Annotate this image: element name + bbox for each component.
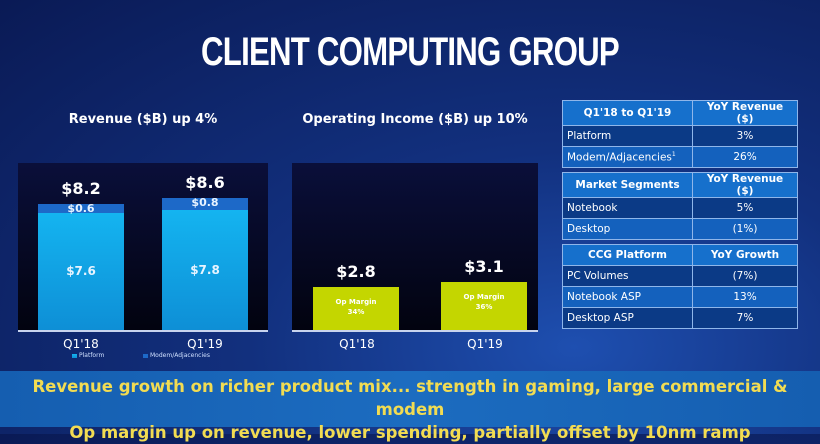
cell: 7% (692, 307, 798, 329)
op-margin-label: Op Margin 36% (441, 292, 527, 312)
op-income-chart: Op Margin 34% $2.8 Op Margin 36% $3.1 (292, 163, 538, 332)
total-label: $8.6 (185, 172, 225, 192)
bar-platform: $7.6 (38, 212, 124, 330)
op-margin-title: Op Margin (335, 297, 377, 306)
total-label: $2.8 (336, 261, 376, 281)
op-margin-value: 36% (475, 303, 493, 312)
bar-modem: $0.8 (162, 195, 248, 210)
table-row: Desktop (1%) (562, 218, 798, 240)
table-row: Modem/Adjacencies1 26% (562, 146, 798, 168)
table-platform-revenue: Q1'18 to Q1'19 YoY Revenue ($) Platform 3%… (562, 100, 798, 168)
cell: (1%) (692, 218, 798, 240)
cell: (7%) (692, 265, 798, 287)
header: YoY Growth (692, 244, 798, 266)
cell: Desktop (562, 218, 693, 240)
footnote: 1 (671, 150, 676, 158)
data-label: $7.6 (66, 264, 96, 279)
banner-line: Op margin up on revenue, lower spending,… (69, 423, 751, 442)
page-title: CLIENT COMPUTING GROUP (201, 30, 620, 74)
revenue-chart-title: Revenue ($B) up 4% (68, 112, 218, 127)
revenue-chart: $7.6 $0.6 $8.2 $7.8 $0.8 $8.6 (18, 163, 268, 332)
bar-modem: $0.6 (38, 201, 124, 215)
op-margin-value: 34% (347, 307, 365, 316)
x-tick: Q1'19 (467, 337, 503, 351)
cell: Desktop ASP (562, 307, 693, 329)
cell: Notebook (562, 197, 693, 219)
table-ccg-platform: CCG Platform YoY Growth PC Volumes (7%) No… (562, 244, 798, 329)
total-label: $8.2 (61, 178, 101, 198)
data-label: $7.8 (190, 262, 220, 277)
data-label: $0.8 (191, 195, 219, 209)
total-label: $3.1 (464, 257, 504, 277)
header: Q1'18 to Q1'19 (562, 100, 693, 126)
cell: 13% (692, 286, 798, 308)
cell-text: Modem/Adjacencies (567, 151, 672, 164)
legend-swatch (143, 353, 148, 358)
legend-swatch (72, 353, 77, 358)
x-tick: Q1'18 (63, 337, 99, 351)
table-row: PC Volumes (7%) (562, 265, 798, 287)
header: YoY Revenue ($) (692, 100, 798, 126)
cell: 26% (692, 146, 798, 168)
cell: 5% (692, 197, 798, 219)
op-income-chart-title: Operating Income ($B) up 10% (302, 112, 528, 127)
op-margin-title: Op Margin (463, 293, 505, 302)
header: Market Segments (562, 172, 693, 198)
header: YoY Revenue ($) (692, 172, 798, 198)
data-label: $0.6 (67, 201, 95, 215)
table-row: Notebook ASP 13% (562, 286, 798, 308)
bar-platform: $7.8 (162, 209, 248, 330)
op-margin-label: Op Margin 34% (313, 297, 399, 317)
banner-line: Revenue growth on richer product mix... … (32, 377, 788, 419)
header: CCG Platform (562, 244, 693, 266)
legend-item-modem: Modem/Adjacencies (143, 352, 210, 359)
cell: Platform (562, 125, 693, 147)
table-row: Notebook 5% (562, 197, 798, 219)
cell: 3% (692, 125, 798, 147)
summary-banner: Revenue growth on richer product mix... … (0, 371, 820, 442)
cell: Notebook ASP (562, 286, 693, 308)
bar-op-income: Op Margin 34% (313, 286, 399, 330)
cell: Modem/Adjacencies1 (562, 146, 693, 168)
x-tick: Q1'19 (187, 337, 223, 351)
table-row: Platform 3% (562, 125, 798, 147)
cell: PC Volumes (562, 265, 693, 287)
bar-op-income: Op Margin 36% (441, 282, 527, 330)
table-market-segments: Market Segments YoY Revenue ($) Notebook 5… (562, 172, 798, 240)
legend-item-platform: Platform (72, 352, 104, 359)
table-row: Desktop ASP 7% (562, 307, 798, 329)
x-tick: Q1'18 (339, 337, 375, 351)
